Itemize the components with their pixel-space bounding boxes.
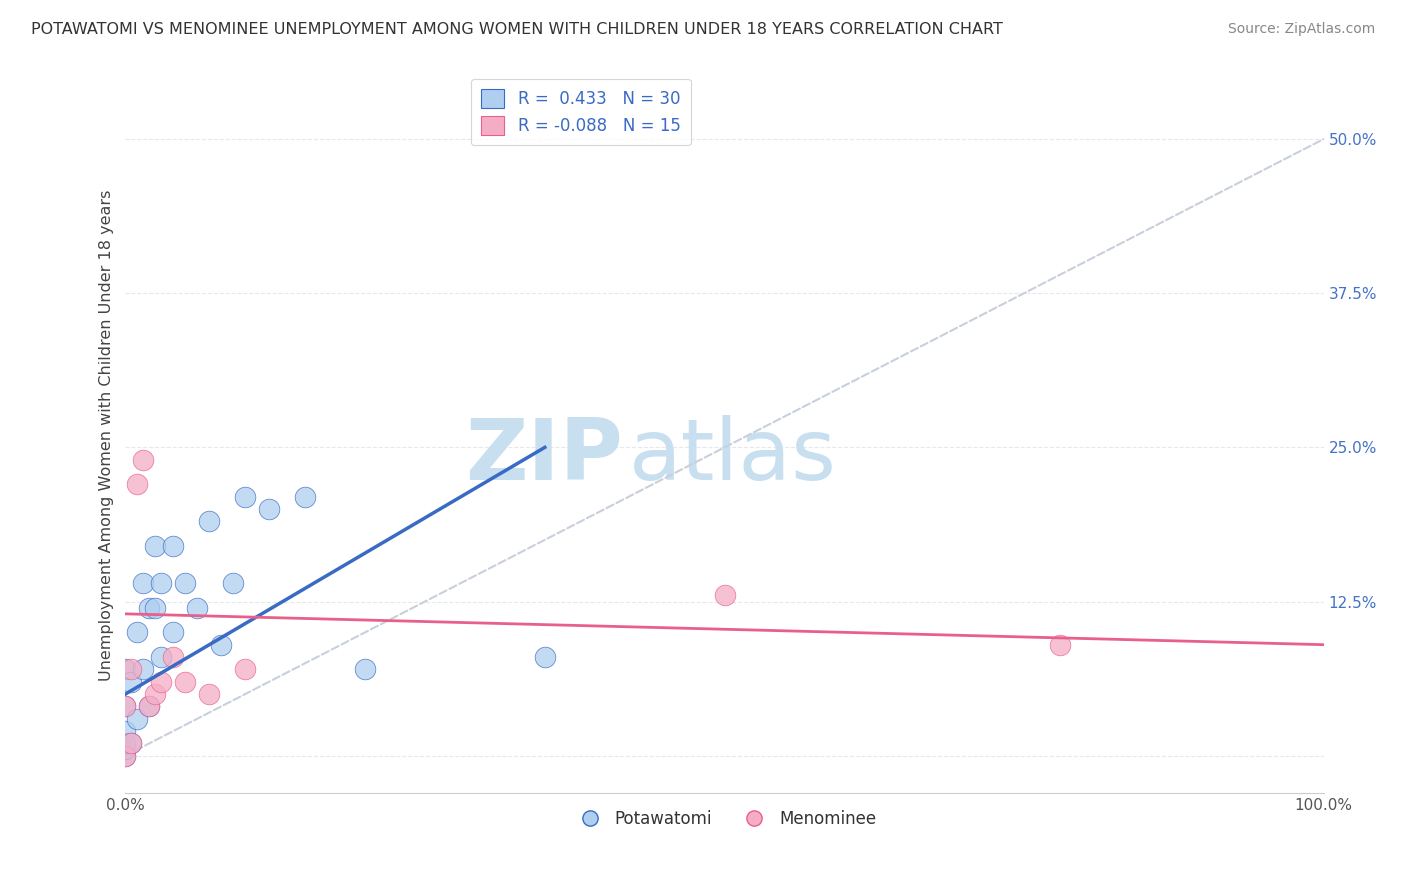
Text: atlas: atlas [628, 415, 837, 498]
Point [209, 638, 232, 652]
Point [121, 736, 143, 750]
Point [294, 490, 316, 504]
Point [132, 662, 155, 676]
Point [127, 712, 149, 726]
Point [162, 625, 184, 640]
Point [114, 724, 136, 739]
Point [127, 625, 149, 640]
Point [162, 539, 184, 553]
Point [145, 687, 167, 701]
Point [114, 662, 136, 676]
Point [127, 477, 149, 491]
Point [257, 502, 280, 516]
Point [354, 662, 377, 676]
Text: Source: ZipAtlas.com: Source: ZipAtlas.com [1227, 22, 1375, 37]
Point [121, 662, 143, 676]
Y-axis label: Unemployment Among Women with Children Under 18 years: Unemployment Among Women with Children U… [100, 189, 114, 681]
Point [198, 687, 221, 701]
Point [114, 699, 136, 714]
Point [114, 748, 136, 763]
Point [121, 674, 143, 689]
Point [121, 736, 143, 750]
Text: ZIP: ZIP [465, 415, 623, 498]
Point [174, 674, 197, 689]
Point [150, 576, 173, 591]
Point [1049, 638, 1071, 652]
Point [132, 576, 155, 591]
Point [533, 650, 555, 665]
Point [145, 600, 167, 615]
Legend: Potawatomi, Menominee: Potawatomi, Menominee [567, 803, 883, 834]
Point [198, 514, 221, 528]
Point [138, 699, 160, 714]
Point [114, 736, 136, 750]
Point [222, 576, 245, 591]
Point [114, 742, 136, 756]
Point [150, 650, 173, 665]
Point [145, 539, 167, 553]
Point [138, 699, 160, 714]
Text: POTAWATOMI VS MENOMINEE UNEMPLOYMENT AMONG WOMEN WITH CHILDREN UNDER 18 YEARS CO: POTAWATOMI VS MENOMINEE UNEMPLOYMENT AMO… [31, 22, 1002, 37]
Point [233, 490, 256, 504]
Point [162, 650, 184, 665]
Point [138, 600, 160, 615]
Point [114, 748, 136, 763]
Point [233, 662, 256, 676]
Point [114, 699, 136, 714]
Point [186, 600, 208, 615]
Point [132, 452, 155, 467]
Point [150, 674, 173, 689]
Point [174, 576, 197, 591]
Point [713, 588, 735, 602]
